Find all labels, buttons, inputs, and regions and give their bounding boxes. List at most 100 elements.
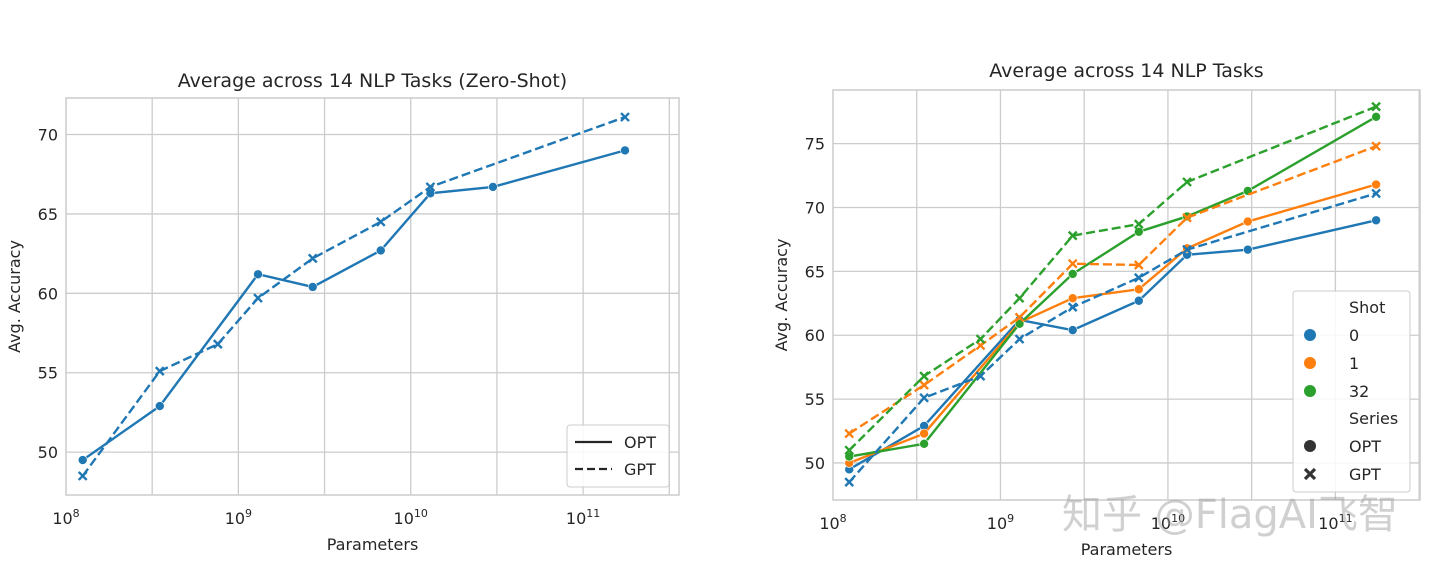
legend-box	[566, 424, 670, 488]
y-axis-label: Avg. Accuracy	[5, 240, 24, 353]
legend-title-shot: Shot	[1349, 298, 1385, 317]
data-point-x	[1182, 177, 1192, 187]
series-gpt-shot-0	[77, 112, 630, 481]
data-point-circle	[1134, 226, 1144, 237]
data-point-x	[1371, 141, 1381, 152]
x-tick-label: 1011	[1318, 512, 1352, 533]
legend-marker-shot-0	[1304, 329, 1316, 341]
data-point-x	[1371, 188, 1381, 199]
y-tick-label: 75	[805, 135, 825, 154]
data-point-x	[1182, 212, 1192, 223]
data-point-x	[1067, 302, 1078, 312]
data-point-x	[1067, 230, 1078, 241]
data-point-x	[919, 371, 929, 381]
data-point-circle	[253, 269, 263, 280]
data-point-x	[975, 371, 986, 381]
chart-zero-shot: 50 55 60 65 70 108 109 1010 1011 Average across 1…	[5, 70, 680, 554]
data-point-x	[1371, 101, 1381, 112]
data-point-circle	[844, 451, 855, 462]
x-tick-label: 108	[52, 507, 79, 528]
series-line	[848, 219, 1377, 471]
series-gpt-shot-1	[844, 141, 1381, 439]
legend-label: 1	[1349, 354, 1359, 373]
data-point-circle	[1067, 293, 1078, 303]
data-point-x	[1133, 219, 1144, 229]
series-gpt-shot-32	[844, 101, 1381, 456]
legend-box	[1292, 290, 1411, 493]
data-point-circle	[1134, 295, 1144, 306]
data-point-x	[844, 428, 855, 439]
data-point-circle	[1243, 244, 1253, 255]
legend: Shot 0 1 32 Series OPT GPT	[1292, 290, 1411, 493]
legend-label: OPT	[624, 433, 656, 452]
legend-label: 32	[1349, 382, 1369, 401]
series-line	[848, 145, 1377, 435]
y-tick-label: 50	[38, 443, 58, 462]
chart-few-shot: 50 55 60 65 70 75 108 109 1010 1011 Average across…	[772, 60, 1421, 559]
series-line	[849, 115, 1377, 458]
data-point-circle	[620, 145, 630, 156]
data-point-x	[1133, 272, 1144, 283]
y-tick-label: 55	[805, 390, 825, 409]
data-point-x	[975, 334, 986, 344]
series-line	[848, 183, 1377, 465]
series-line	[81, 115, 626, 477]
chart-title: Average across 14 NLP Tasks (Zero-Shot)	[178, 70, 567, 92]
legend-marker-shot-1	[1304, 357, 1316, 369]
legend-marker-shot-32	[1304, 385, 1316, 397]
data-point-x	[620, 112, 630, 122]
series-line	[82, 149, 626, 462]
plot-frame	[832, 89, 1421, 501]
legend: OPT GPT	[566, 424, 670, 488]
data-point-x	[1014, 312, 1025, 323]
data-point-x	[1014, 334, 1025, 344]
data-point-circle	[1134, 284, 1144, 295]
data-point-circle	[1067, 269, 1078, 279]
x-tick-label: 1011	[566, 507, 600, 528]
data-point-x	[1182, 244, 1192, 255]
legend-label: OPT	[1349, 437, 1381, 456]
series-gpt-shot-0	[844, 188, 1381, 487]
data-point-circle	[1371, 179, 1381, 190]
y-tick-label: 60	[38, 284, 58, 303]
data-point-x	[1067, 258, 1078, 269]
data-point-x	[425, 182, 436, 192]
data-point-circle	[1371, 112, 1381, 122]
data-point-x	[77, 471, 88, 481]
x-tick-label: 109	[225, 507, 252, 528]
legend-title-series: Series	[1349, 409, 1398, 428]
series-opt-shot-32	[844, 112, 1381, 462]
data-point-circle	[1371, 215, 1381, 226]
x-tick-label: 109	[987, 512, 1014, 533]
legend-label: GPT	[624, 460, 656, 479]
data-point-x	[844, 445, 855, 456]
series-opt-shot-1	[844, 179, 1381, 468]
x-tick-label: 108	[819, 512, 846, 533]
plot-frame	[65, 97, 680, 496]
legend-marker-opt	[1304, 440, 1316, 452]
data-point-x	[253, 293, 263, 303]
y-tick-label: 50	[805, 454, 825, 473]
x-tick-label: 1010	[394, 507, 428, 528]
y-tick-label: 70	[38, 126, 58, 145]
data-point-x	[919, 380, 929, 390]
y-tick-label: 65	[38, 205, 58, 224]
data-point-x	[375, 217, 386, 227]
x-axis-label: Parameters	[327, 535, 419, 554]
data-point-circle	[425, 188, 436, 199]
data-point-circle	[1243, 216, 1253, 227]
series-opt-shot-0	[77, 145, 630, 465]
data-point-x	[844, 477, 855, 487]
data-point-circle	[375, 245, 386, 256]
y-axis-label: Avg. Accuracy	[772, 239, 791, 352]
legend-label: GPT	[1349, 465, 1381, 484]
y-tick-label: 70	[805, 199, 825, 218]
series-line	[848, 105, 1377, 452]
data-point-x	[307, 253, 318, 264]
x-tick-label: 1010	[1151, 512, 1185, 533]
data-point-x	[919, 392, 929, 403]
data-point-circle	[307, 282, 318, 292]
data-point-circle	[77, 455, 88, 465]
y-tick-label: 65	[805, 262, 825, 281]
